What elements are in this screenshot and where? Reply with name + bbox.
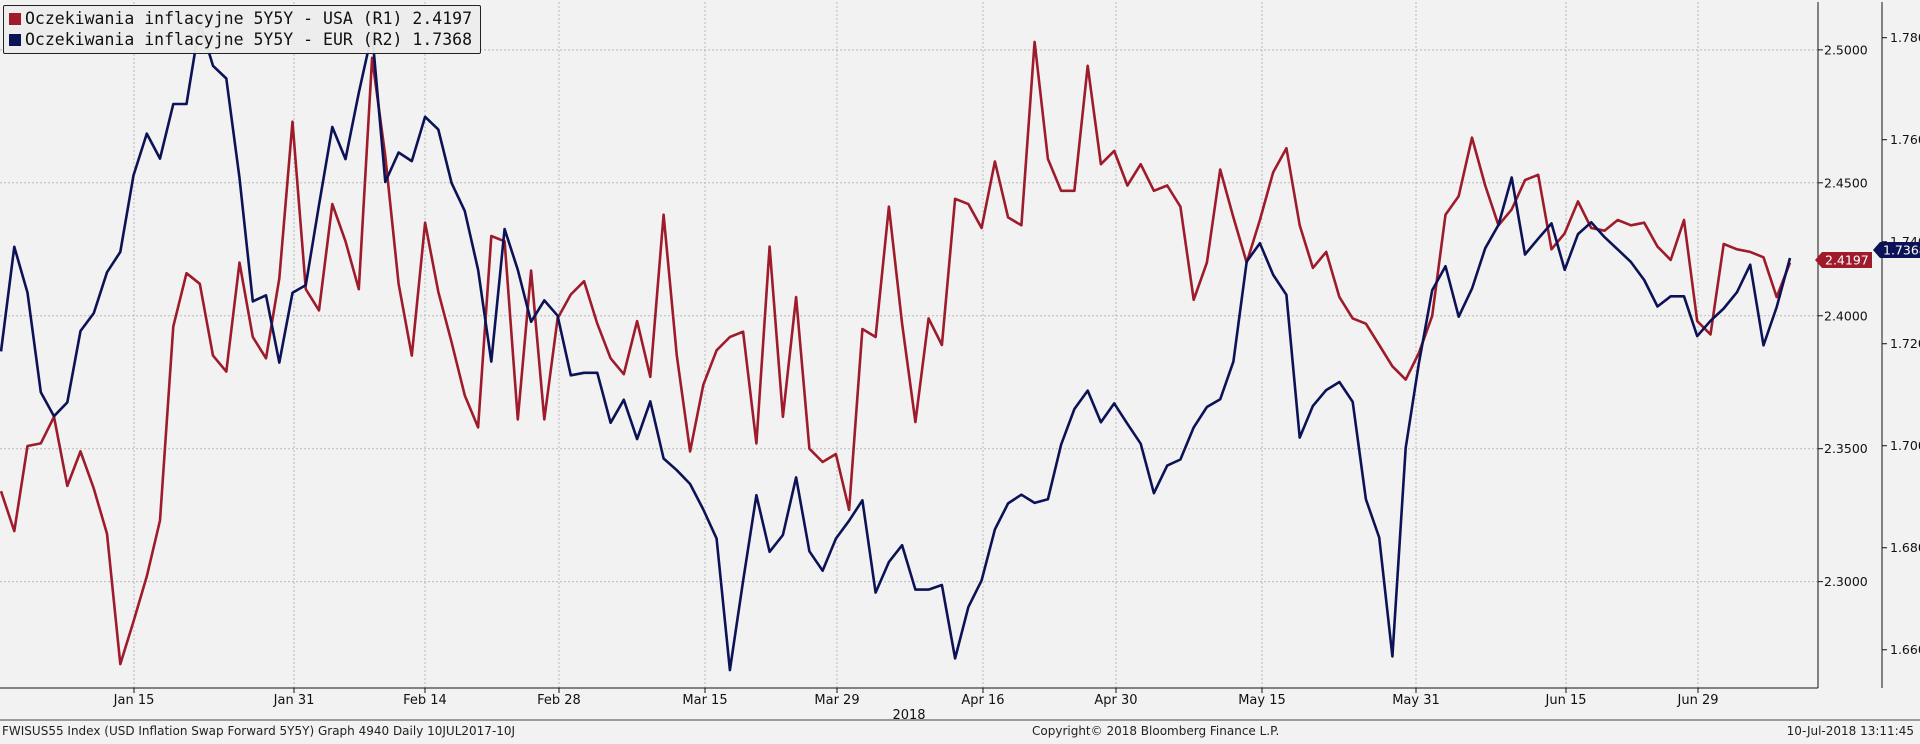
r2-tick-label: 1.6800 bbox=[1890, 540, 1920, 555]
series-line-eur bbox=[0, 21, 1792, 672]
x-tick-label: Mar 29 bbox=[814, 693, 859, 708]
r1-tick-label: 2.5000 bbox=[1824, 42, 1868, 57]
x-tick-label: Apr 16 bbox=[961, 693, 1004, 708]
x-year-label: 2018 bbox=[892, 708, 925, 723]
r2-tick-label: 1.7800 bbox=[1890, 30, 1920, 45]
plot-background bbox=[0, 2, 1818, 688]
footer-source: FWISUS55 Index (USD Inflation Swap Forwa… bbox=[2, 724, 516, 738]
footer-copyright: Copyright© 2018 Bloomberg Finance L.P. bbox=[1032, 724, 1280, 738]
r2-tick-label: 1.7600 bbox=[1890, 132, 1920, 147]
r1-tick-label: 2.4000 bbox=[1824, 308, 1868, 323]
x-tick-label: Jan 31 bbox=[273, 693, 315, 708]
axes: Jan 15 Jan 31 Feb 14 Feb 28 Mar 15 Mar 29 Apr … bbox=[0, 2, 1920, 723]
x-tick-label: Mar 15 bbox=[682, 693, 727, 708]
last-value-usa-text: 2.4197 bbox=[1825, 253, 1869, 268]
last-value-eur-text: 1.7368 bbox=[1883, 243, 1920, 258]
legend-label-eur: Oczekiwania inflacyjne 5Y5Y - EUR (R2) 1… bbox=[25, 30, 473, 49]
legend-item-eur: Oczekiwania inflacyjne 5Y5Y - EUR (R2) 1… bbox=[9, 29, 472, 50]
r2-tick-label: 1.6600 bbox=[1890, 642, 1920, 657]
x-tick-label: May 15 bbox=[1238, 693, 1286, 708]
legend-swatch-usa bbox=[9, 12, 21, 25]
r1-tick-label: 2.3000 bbox=[1824, 574, 1868, 589]
x-tick-label: Jun 29 bbox=[1677, 693, 1719, 708]
r2-tick-label: 1.7200 bbox=[1890, 336, 1920, 351]
r1-tick-label: 2.4500 bbox=[1824, 175, 1868, 190]
last-value-usa: 2.4197 bbox=[1815, 252, 1872, 268]
series-line-usa bbox=[0, 40, 1792, 666]
legend-swatch-eur bbox=[9, 33, 21, 46]
x-tick-label: Jan 15 bbox=[113, 693, 155, 708]
chart-legend: Oczekiwania inflacyjne 5Y5Y - USA (R1) 2… bbox=[3, 5, 482, 54]
legend-item-usa: Oczekiwania inflacyjne 5Y5Y - USA (R1) 2… bbox=[9, 8, 472, 29]
chart-footer: FWISUS55 Index (USD Inflation Swap Forwa… bbox=[0, 722, 1920, 740]
gridlines bbox=[0, 2, 1818, 688]
r2-tick-label: 1.7000 bbox=[1890, 438, 1920, 453]
x-tick-label: Feb 28 bbox=[537, 693, 581, 708]
x-tick-label: May 31 bbox=[1392, 693, 1440, 708]
r1-tick-label: 2.3500 bbox=[1824, 441, 1868, 456]
footer-timestamp: 10-Jul-2018 13:11:45 bbox=[1786, 724, 1914, 738]
last-value-markers: 2.4197 1.7368 bbox=[1815, 242, 1920, 268]
legend-label-usa: Oczekiwania inflacyjne 5Y5Y - USA (R1) 2… bbox=[25, 9, 473, 28]
x-tick-label: Feb 14 bbox=[403, 693, 447, 708]
x-tick-label: Apr 30 bbox=[1094, 693, 1137, 708]
last-value-eur: 1.7368 bbox=[1873, 242, 1920, 258]
x-tick-label: Jun 15 bbox=[1545, 693, 1587, 708]
series-lines bbox=[0, 21, 1792, 672]
